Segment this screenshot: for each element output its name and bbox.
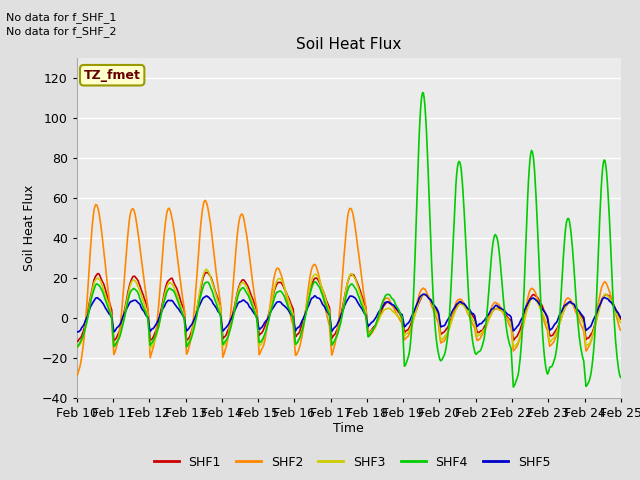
- X-axis label: Time: Time: [333, 422, 364, 435]
- Text: No data for f_SHF_2: No data for f_SHF_2: [6, 26, 117, 37]
- Text: No data for f_SHF_1: No data for f_SHF_1: [6, 12, 116, 23]
- Text: TZ_fmet: TZ_fmet: [84, 69, 141, 82]
- Legend: SHF1, SHF2, SHF3, SHF4, SHF5: SHF1, SHF2, SHF3, SHF4, SHF5: [148, 451, 556, 474]
- Title: Soil Heat Flux: Soil Heat Flux: [296, 37, 401, 52]
- Y-axis label: Soil Heat Flux: Soil Heat Flux: [23, 185, 36, 271]
